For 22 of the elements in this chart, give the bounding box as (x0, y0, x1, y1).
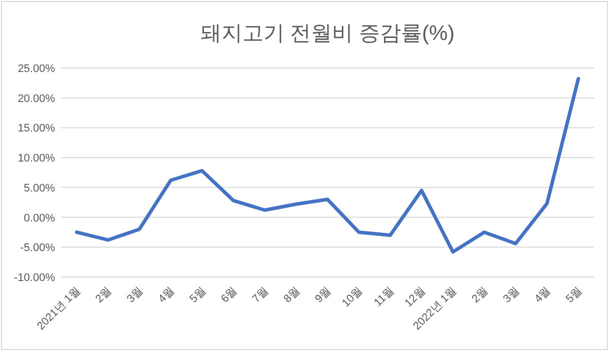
x-tick-label: 5월 (564, 284, 584, 306)
y-tick-label: -5.00% (20, 242, 56, 254)
x-tick-label: 2월 (470, 284, 490, 306)
y-tick-label: 0.00% (24, 212, 56, 224)
y-tick-label: 10.00% (18, 152, 56, 165)
x-tick-label: 5월 (188, 284, 208, 306)
line-series (74, 77, 580, 254)
x-tick-label: 8월 (282, 284, 302, 306)
y-tick-label: 15.00% (18, 122, 56, 135)
x-tick-label: 6월 (218, 284, 240, 306)
y-tick-label: 25.00% (18, 63, 56, 75)
x-tick-label: 3월 (501, 284, 522, 306)
chart-title: 돼지고기 전월비 증감률(%) (200, 22, 455, 45)
x-tick-label: 7월 (250, 284, 271, 306)
x-tick-label: 3월 (124, 284, 146, 306)
x-tick-label: 2월 (94, 284, 114, 306)
y-tick-label: 5.00% (24, 182, 56, 194)
y-tick-label: 20.00% (18, 92, 56, 105)
x-tick-label: 4월 (532, 284, 554, 306)
x-tick-label: 9월 (313, 284, 334, 306)
x-tick-label: 4월 (156, 284, 177, 306)
y-tick-label: -10.00% (14, 272, 56, 284)
